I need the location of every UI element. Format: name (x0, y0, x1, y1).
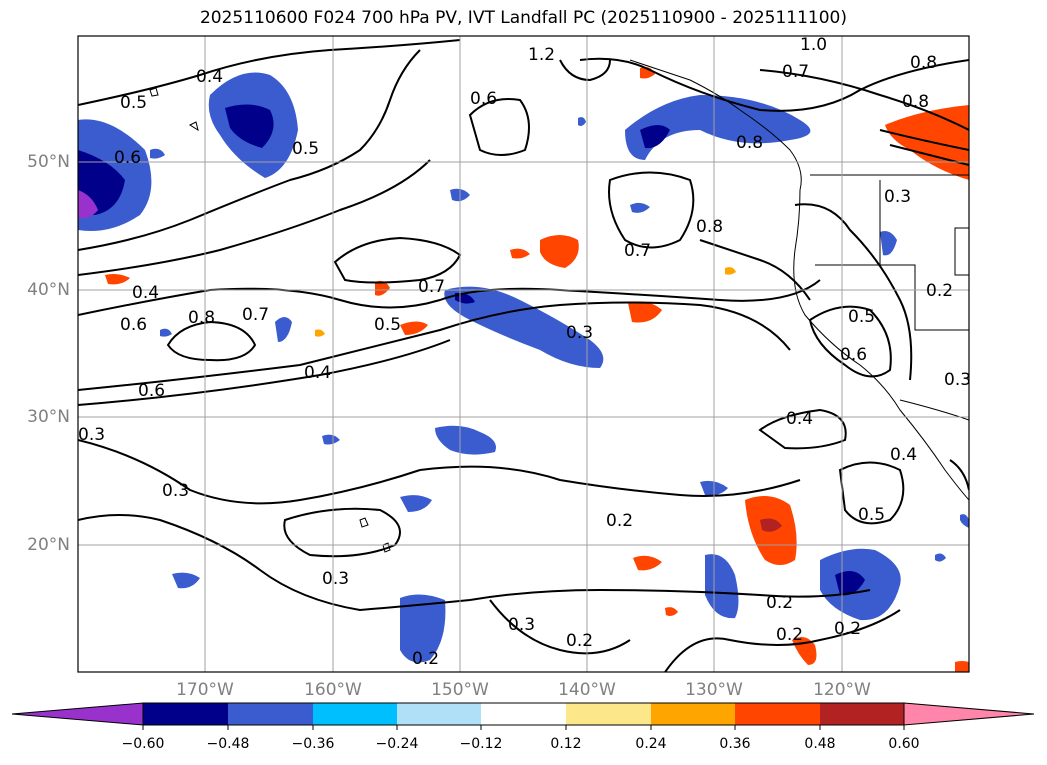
colorbar-segment (481, 703, 566, 725)
contour-label: 0.2 (926, 281, 953, 301)
contour-label: 0.2 (776, 625, 803, 645)
contour-label: 0.4 (786, 409, 813, 429)
contour-label: 0.6 (114, 148, 141, 168)
colorbar-tick-label: 0.12 (550, 736, 582, 752)
contour-label: 1.0 (800, 35, 827, 55)
lon-label-140w: 140°W (558, 680, 616, 700)
contour-label: 0.8 (902, 92, 929, 112)
contour-label: 0.2 (834, 619, 861, 639)
contour-label: 0.2 (606, 511, 633, 531)
contour-label: 0.4 (304, 363, 331, 383)
contour-label: 0.3 (78, 425, 105, 445)
coastlines (149, 59, 969, 553)
lon-label-150w: 150°W (431, 680, 489, 700)
lat-label-30n: 30°N (27, 407, 70, 427)
lat-label-50n: 50°N (27, 152, 70, 172)
contour-label: 0.3 (508, 615, 535, 635)
contour-label: 0.3 (566, 323, 593, 343)
colorbar-segment (143, 703, 228, 725)
contour-label: 0.3 (884, 187, 911, 207)
colorbar (11, 702, 1035, 730)
contour-label: 0.7 (418, 277, 445, 297)
contour-label: 0.4 (890, 445, 917, 465)
lon-label-130w: 130°W (685, 680, 743, 700)
colorbar-segment (566, 703, 651, 725)
colorbar-segment (651, 703, 735, 725)
contour-label: 0.8 (696, 217, 723, 237)
contour-label: 0.6 (840, 345, 867, 365)
lat-label-20n: 20°N (27, 535, 70, 555)
contour-label: 0.6 (120, 315, 147, 335)
contour-label: 0.8 (188, 308, 215, 328)
lat-label-40n: 40°N (27, 280, 70, 300)
contour-label: 0.5 (848, 307, 875, 327)
colorbar-tick-label: −0.12 (459, 736, 503, 752)
contour-label: 0.5 (858, 505, 885, 525)
contour-label: 0.3 (162, 481, 189, 501)
contour-label: 0.5 (292, 139, 319, 159)
contour-labels: 0.4 0.5 0.6 0.5 1.2 0.6 1.0 0.7 0.8 0.8 … (78, 35, 971, 669)
lon-label-170w: 170°W (176, 680, 234, 700)
contour-label: 0.4 (132, 283, 159, 303)
lon-label-120w: 120°W (813, 680, 871, 700)
map-frame (77, 35, 970, 673)
colorbar-tick-label: 0.60 (888, 736, 920, 752)
contour-label: 0.6 (138, 381, 165, 401)
colorbar-tick-label: −0.60 (121, 736, 165, 752)
contour-label: 0.3 (944, 370, 971, 390)
contour-label: 0.2 (566, 631, 593, 651)
contour-label: 0.7 (242, 305, 269, 325)
colorbar-tick-label: 0.48 (804, 736, 836, 752)
lon-label-160w: 160°W (304, 680, 362, 700)
colorbar-frame (142, 702, 905, 726)
contour-label: 0.3 (322, 569, 349, 589)
colorbar-segment (820, 703, 904, 725)
map-area: 0.4 0.5 0.6 0.5 1.2 0.6 1.0 0.7 0.8 0.8 … (78, 35, 971, 672)
colorbar-segment (313, 703, 397, 725)
colorbar-tick-label: −0.24 (375, 736, 419, 752)
colorbar-segment (228, 703, 313, 725)
colorbar-segment (735, 703, 820, 725)
contour-label: 0.5 (120, 93, 147, 113)
contour-label: 0.2 (412, 649, 439, 669)
contour-label: 0.4 (196, 67, 223, 87)
contour-label: 0.2 (766, 593, 793, 613)
contour-label: 0.7 (624, 241, 651, 261)
colorbar-tick-label: −0.48 (206, 736, 250, 752)
colorbar-extend-low (11, 702, 144, 726)
contour-label: 1.2 (528, 45, 555, 65)
contour-label: 0.8 (736, 133, 763, 153)
contour-label: 0.5 (374, 315, 401, 335)
gridlines (78, 36, 969, 672)
contour-label: 0.7 (782, 62, 809, 82)
colorbar-tick-label: 0.36 (719, 736, 751, 752)
plot-title: 2025110600 F024 700 hPa PV, IVT Landfall… (199, 8, 847, 28)
positive-pv-blobs (105, 66, 969, 672)
contour-label: 0.6 (470, 89, 497, 109)
colorbar-tick-label: −0.36 (291, 736, 335, 752)
colorbar-segment (397, 703, 481, 725)
contour-label: 0.8 (910, 53, 937, 73)
colorbar-tick-label: 0.24 (635, 736, 667, 752)
colorbar-extend-high (903, 702, 1035, 726)
